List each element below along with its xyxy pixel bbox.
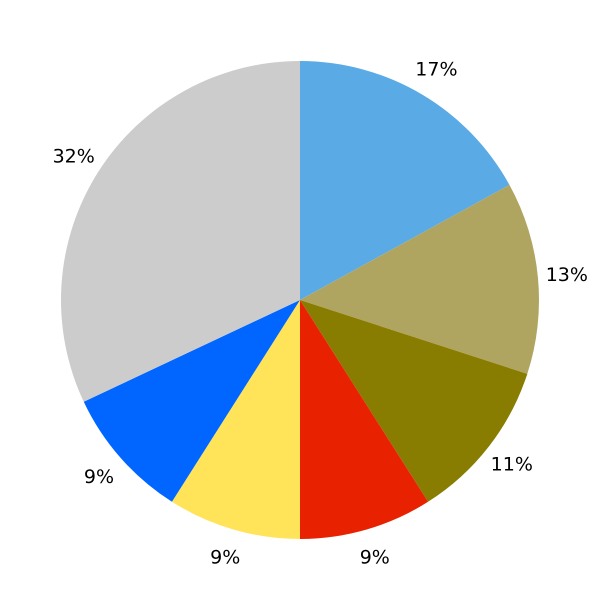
slice-label-3: 9% (360, 546, 390, 568)
slice-label-4: 9% (210, 546, 240, 568)
slice-label-6: 32% (53, 145, 95, 167)
slice-label-1: 13% (546, 264, 588, 286)
pie-slice-5 (83, 300, 300, 502)
slice-label-0: 17% (415, 58, 457, 80)
pie-slice-2 (300, 300, 528, 502)
slice-label-2: 11% (491, 453, 533, 475)
pie-slice-0 (300, 61, 510, 300)
pie-slice-4 (171, 300, 300, 539)
pie-slice-6 (60, 61, 301, 402)
pie-slice-1 (300, 184, 539, 374)
slice-label-5: 9% (84, 466, 114, 488)
pie-slice-3 (300, 300, 429, 539)
